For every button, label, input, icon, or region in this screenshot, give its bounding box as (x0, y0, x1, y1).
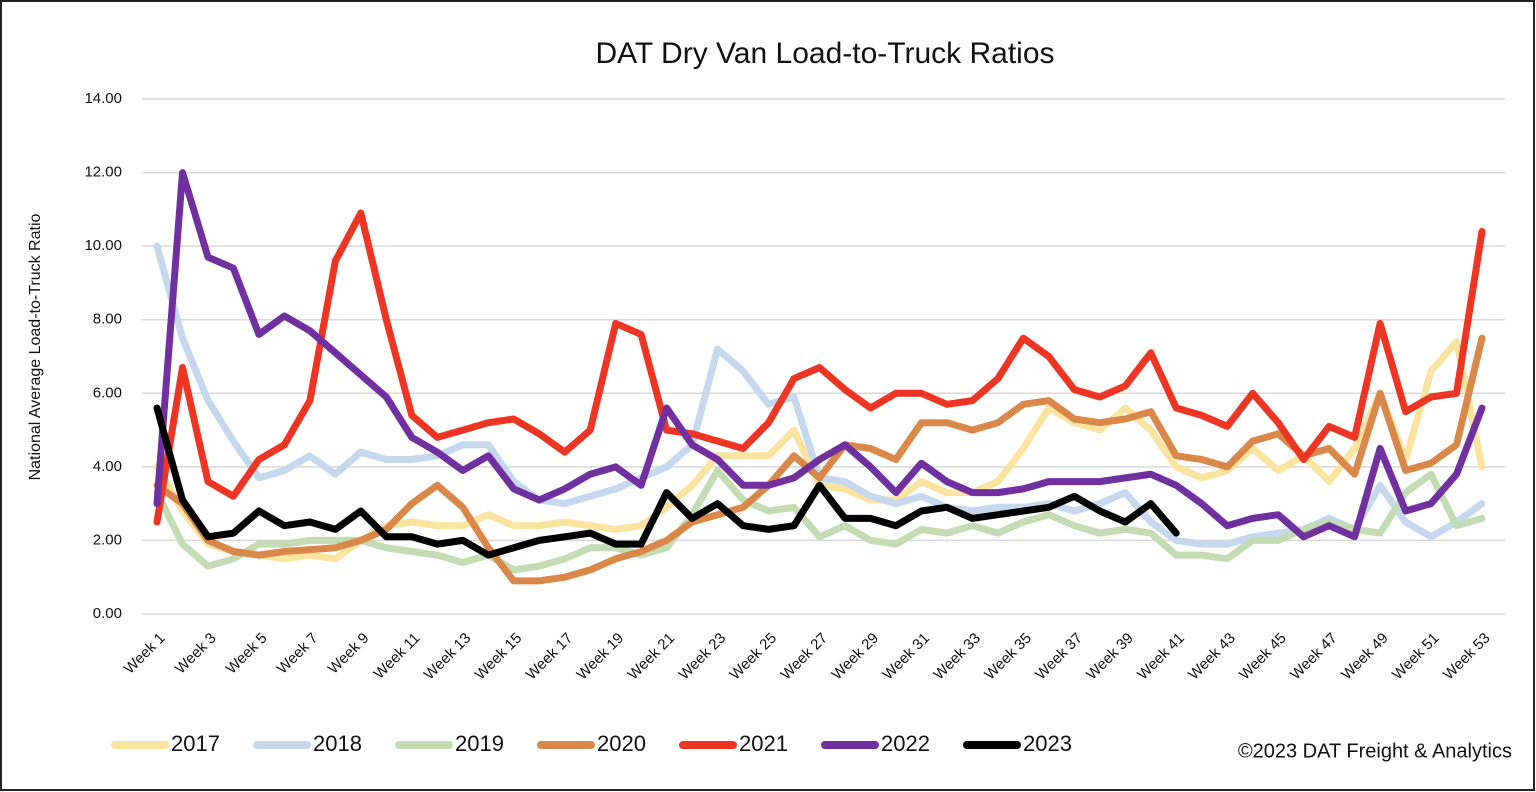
y-tick-label: 2.00 (93, 531, 122, 548)
legend-label: 2017 (171, 731, 220, 756)
legend-label: 2021 (739, 731, 788, 756)
chart-title: DAT Dry Van Load-to-Truck Ratios (595, 37, 1054, 70)
y-tick-label: 8.00 (93, 311, 122, 328)
source: ©2023 DAT Freight & Analytics (1238, 740, 1512, 762)
legend-label: 2022 (881, 731, 930, 756)
legend-label: 2018 (313, 731, 362, 756)
series-line (153, 209, 1486, 526)
series-line (153, 169, 1486, 541)
legend-label: 2019 (455, 731, 504, 756)
y-tick-label: 10.00 (84, 237, 122, 254)
series-line (153, 404, 1180, 559)
y-tick-label: 6.00 (93, 384, 122, 401)
y-tick-label: 4.00 (93, 458, 122, 475)
y-tick-label: 12.00 (84, 164, 122, 181)
legend-label: 2020 (597, 731, 646, 756)
series-line (153, 467, 1486, 574)
y-tick-label: 0.00 (93, 605, 122, 622)
y-tick-label: 14.00 (84, 90, 122, 107)
legend-label: 2023 (1023, 731, 1072, 756)
y-axis-label: National Average Load-to-Truck Ratio (27, 213, 44, 480)
